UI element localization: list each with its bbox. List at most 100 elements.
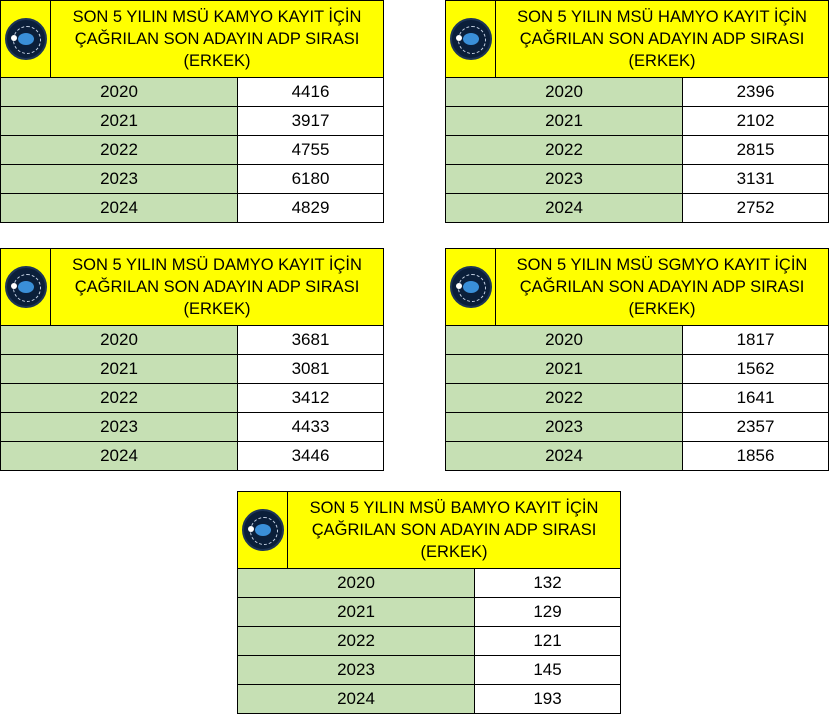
- year-cell: 2022: [445, 383, 683, 413]
- table-row: 2021 3917: [0, 106, 385, 136]
- table-row: 2023 2357: [445, 412, 829, 442]
- table-title-line: ÇAĞRILAN SON ADAYIN ADP SIRASI: [74, 30, 360, 48]
- table-title-line: SON 5 YILIN MSÜ KAMYO KAYIT İÇİN: [72, 8, 362, 26]
- table-row: 2024 3446: [0, 441, 385, 471]
- table-row: 2024 1856: [445, 441, 829, 471]
- table-title-line: ÇAĞRILAN SON ADAYIN ADP SIRASI: [74, 278, 360, 296]
- value-cell: 193: [473, 684, 622, 714]
- table-title-line: SON 5 YILIN MSÜ BAMYO KAYIT İÇİN: [309, 499, 599, 517]
- table-row: 2022 1641: [445, 383, 829, 413]
- year-cell: 2023: [445, 412, 683, 442]
- year-cell: 2021: [0, 106, 238, 136]
- table-title-line: (ERKEK): [183, 52, 251, 70]
- emblem-icon: [449, 18, 492, 60]
- year-cell: 2022: [445, 135, 683, 165]
- table-row: 2021 3081: [0, 354, 385, 384]
- logo-cell: [445, 0, 496, 78]
- value-cell: 4755: [236, 135, 385, 165]
- table-title-line: ÇAĞRILAN SON ADAYIN ADP SIRASI: [311, 521, 597, 539]
- table-header-row: SON 5 YILIN MSÜ DAMYO KAYIT İÇİN ÇAĞRILAN…: [0, 248, 385, 326]
- emblem-icon: [449, 266, 492, 308]
- table-row: 2023 145: [237, 655, 622, 685]
- table-row: 2022 3412: [0, 383, 385, 413]
- table-row: 2021 129: [237, 597, 622, 627]
- year-cell: 2024: [445, 193, 683, 223]
- damyo-table: SON 5 YILIN MSÜ DAMYO KAYIT İÇİN ÇAĞRILAN…: [0, 248, 385, 471]
- table-title: SON 5 YILIN MSÜ DAMYO KAYIT İÇİN ÇAĞRILAN…: [49, 248, 385, 326]
- value-cell: 4829: [236, 193, 385, 223]
- table-row: 2020 2396: [445, 77, 830, 107]
- year-cell: 2023: [445, 164, 683, 194]
- table-row: 2020 132: [237, 568, 622, 598]
- table-row: 2021 2102: [445, 106, 830, 136]
- value-cell: 132: [473, 568, 622, 598]
- logo-cell: [445, 248, 496, 326]
- year-cell: 2021: [445, 354, 683, 384]
- year-cell: 2023: [0, 412, 238, 442]
- table-row: 2020 4416: [0, 77, 385, 107]
- value-cell: 1856: [682, 441, 829, 471]
- year-cell: 2020: [0, 77, 238, 107]
- table-row: 2020 3681: [0, 325, 385, 355]
- year-cell: 2021: [0, 354, 238, 384]
- value-cell: 3917: [236, 106, 385, 136]
- value-cell: 3681: [236, 325, 385, 355]
- year-cell: 2021: [237, 597, 475, 627]
- table-row: 2024 4829: [0, 193, 385, 223]
- value-cell: 2752: [681, 193, 830, 223]
- table-row: 2024 2752: [445, 193, 830, 223]
- table-title-line: (ERKEK): [183, 300, 251, 318]
- table-title: SON 5 YILIN MSÜ HAMYO KAYIT İÇİN ÇAĞRILAN…: [494, 0, 830, 78]
- table-title-line: SON 5 YILIN MSÜ HAMYO KAYIT İÇİN: [517, 8, 807, 26]
- year-cell: 2020: [237, 568, 475, 598]
- year-cell: 2024: [237, 684, 475, 714]
- value-cell: 2357: [682, 412, 829, 442]
- value-cell: 129: [473, 597, 622, 627]
- table-row: 2023 4433: [0, 412, 385, 442]
- table-row: 2022 2815: [445, 135, 830, 165]
- hamyo-table: SON 5 YILIN MSÜ HAMYO KAYIT İÇİN ÇAĞRILAN…: [445, 0, 830, 223]
- year-cell: 2024: [0, 193, 238, 223]
- value-cell: 4416: [236, 77, 385, 107]
- table-header-row: SON 5 YILIN MSÜ HAMYO KAYIT İÇİN ÇAĞRILAN…: [445, 0, 830, 78]
- value-cell: 2102: [681, 106, 830, 136]
- table-title-line: SON 5 YILIN MSÜ SGMYO KAYIT İÇİN: [516, 256, 808, 274]
- year-cell: 2023: [0, 164, 238, 194]
- year-cell: 2023: [237, 655, 475, 685]
- emblem-icon: [241, 509, 284, 551]
- year-cell: 2020: [0, 325, 238, 355]
- value-cell: 6180: [236, 164, 385, 194]
- table-row: 2024 193: [237, 684, 622, 714]
- logo-cell: [237, 491, 288, 569]
- table-header-row: SON 5 YILIN MSÜ KAMYO KAYIT İÇİN ÇAĞRILAN…: [0, 0, 385, 78]
- value-cell: 2815: [681, 135, 830, 165]
- table-title-line: (ERKEK): [628, 300, 696, 318]
- value-cell: 3446: [236, 441, 385, 471]
- year-cell: 2022: [0, 383, 238, 413]
- table-header-row: SON 5 YILIN MSÜ BAMYO KAYIT İÇİN ÇAĞRILAN…: [237, 491, 622, 569]
- emblem-icon: [4, 18, 47, 60]
- bamyo-table: SON 5 YILIN MSÜ BAMYO KAYIT İÇİN ÇAĞRILAN…: [237, 491, 622, 714]
- year-cell: 2024: [0, 441, 238, 471]
- value-cell: 2396: [681, 77, 830, 107]
- value-cell: 1641: [682, 383, 829, 413]
- value-cell: 145: [473, 655, 622, 685]
- table-header-row: SON 5 YILIN MSÜ SGMYO KAYIT İÇİN ÇAĞRILAN…: [445, 248, 829, 326]
- year-cell: 2022: [0, 135, 238, 165]
- table-title: SON 5 YILIN MSÜ KAMYO KAYIT İÇİN ÇAĞRILAN…: [49, 0, 385, 78]
- value-cell: 4433: [236, 412, 385, 442]
- table-title-line: (ERKEK): [628, 52, 696, 70]
- table-title: SON 5 YILIN MSÜ BAMYO KAYIT İÇİN ÇAĞRILAN…: [286, 491, 622, 569]
- table-row: 2023 3131: [445, 164, 830, 194]
- value-cell: 3412: [236, 383, 385, 413]
- emblem-icon: [4, 266, 47, 308]
- table-row: 2023 6180: [0, 164, 385, 194]
- table-title: SON 5 YILIN MSÜ SGMYO KAYIT İÇİN ÇAĞRILAN…: [495, 248, 829, 326]
- table-title-line: ÇAĞRILAN SON ADAYIN ADP SIRASI: [519, 278, 805, 296]
- table-title-line: ÇAĞRILAN SON ADAYIN ADP SIRASI: [519, 30, 805, 48]
- year-cell: 2020: [445, 77, 683, 107]
- table-title-line: (ERKEK): [420, 543, 488, 561]
- value-cell: 3131: [681, 164, 830, 194]
- logo-cell: [0, 248, 51, 326]
- year-cell: 2021: [445, 106, 683, 136]
